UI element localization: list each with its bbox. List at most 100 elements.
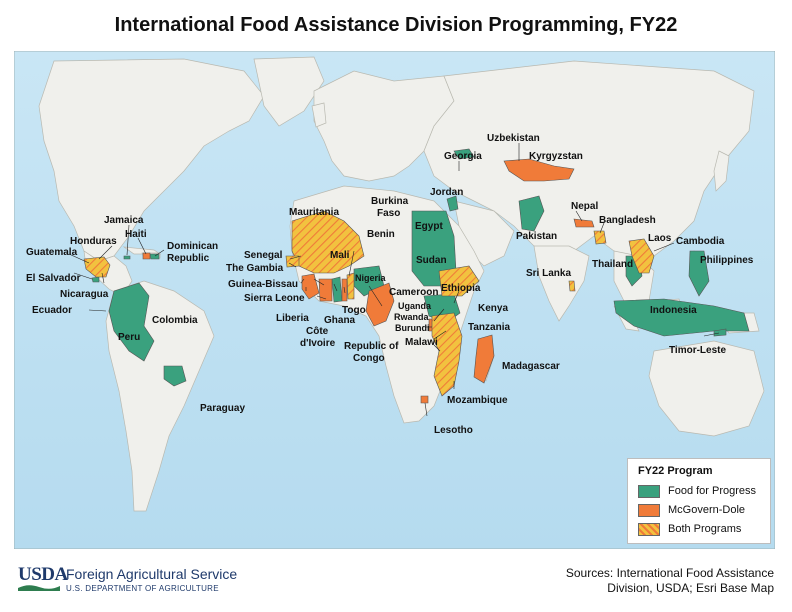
country-jordan xyxy=(446,195,459,212)
label-mali: Mali xyxy=(330,250,350,261)
label-uzbekistan: Uzbekistan xyxy=(487,133,540,144)
label-sierra-leone: Sierra Leone xyxy=(244,293,305,304)
label-el-salvador: El Salvador xyxy=(26,273,81,284)
label-timor-leste: Timor-Leste xyxy=(669,345,726,356)
legend-swatch-green xyxy=(638,485,660,498)
label-uganda: Uganda xyxy=(398,301,432,311)
label-sudan: Sudan xyxy=(416,255,447,266)
label-cameroon: Cameroon xyxy=(389,287,438,298)
label-guinea-bissau: Guinea-Bissau xyxy=(228,279,298,290)
label-burkina: Burkina xyxy=(371,196,409,207)
country-honduras-guatemala-nicaragua xyxy=(83,256,111,278)
sources-line-1: Sources: International Food Assistance xyxy=(565,566,774,580)
label-jordan: Jordan xyxy=(430,187,463,198)
label-lesotho: Lesotho xyxy=(434,425,473,436)
country-benin xyxy=(346,272,355,300)
country-jamaica xyxy=(123,255,131,260)
country-pakistan xyxy=(518,195,545,232)
country-labels: Georgia Uzbekistan Kyrgyzstan Jordan Egy… xyxy=(26,133,754,436)
label-benin: Benin xyxy=(367,229,395,240)
greenland xyxy=(253,56,325,127)
legend-swatch-hatched xyxy=(638,523,660,536)
label-gambia: The Gambia xyxy=(226,263,284,274)
label-dominican: Dominican xyxy=(167,241,218,252)
label-georgia: Georgia xyxy=(444,151,482,162)
europe xyxy=(313,70,455,182)
label-rwanda: Rwanda xyxy=(394,312,430,322)
department-name: U.S. DEPARTMENT OF AGRICULTURE xyxy=(66,584,219,593)
label-senegal: Senegal xyxy=(244,250,283,261)
legend-swatch-orange xyxy=(638,504,660,517)
label-philippines: Philippines xyxy=(700,255,754,266)
map-legend: FY22 Program Food for Progress McGovern-… xyxy=(627,458,771,544)
label-burundi: Burundi xyxy=(395,323,430,333)
label-madagascar: Madagascar xyxy=(502,361,560,372)
world-map: Georgia Uzbekistan Kyrgyzstan Jordan Egy… xyxy=(14,51,775,549)
legend-label: McGovern-Dole xyxy=(668,504,746,516)
country-ethiopia xyxy=(438,265,480,297)
label-haiti: Haiti xyxy=(125,229,147,240)
label-laos: Laos xyxy=(648,233,672,244)
legend-title: FY22 Program xyxy=(638,465,713,477)
label-congo: Congo xyxy=(353,353,385,364)
country-timor-leste xyxy=(713,328,727,337)
label-rep-of: Republic of xyxy=(344,341,399,352)
label-sri-lanka: Sri Lanka xyxy=(526,268,571,279)
label-indonesia: Indonesia xyxy=(650,305,697,316)
label-togo: Togo xyxy=(342,305,366,316)
country-ghana xyxy=(331,276,343,303)
footer xyxy=(0,553,792,612)
label-republic: Republic xyxy=(167,253,210,264)
country-cote-divoire xyxy=(318,278,333,302)
country-nepal xyxy=(573,218,595,228)
map-title: International Food Assistance Division P… xyxy=(114,14,678,36)
australia xyxy=(648,340,765,437)
label-paraguay: Paraguay xyxy=(200,403,245,414)
country-madagascar xyxy=(473,334,495,384)
label-thailand: Thailand xyxy=(592,259,633,270)
country-guinea-bissau-sierra-leone-liberia xyxy=(301,273,320,300)
japan xyxy=(713,150,730,192)
country-sri-lanka xyxy=(568,280,576,292)
label-nicaragua: Nicaragua xyxy=(60,289,109,300)
label-bangladesh: Bangladesh xyxy=(599,215,656,226)
sources-line-2: Division, USDA; Esri Base Map xyxy=(607,581,774,595)
country-indonesia xyxy=(613,298,750,337)
country-haiti xyxy=(142,252,151,260)
sources-note: Sources: International Food Assistance D… xyxy=(474,566,774,596)
program-countries xyxy=(83,148,750,404)
country-dominican-republic xyxy=(149,253,160,260)
label-mauritania: Mauritania xyxy=(289,207,339,218)
label-guatemala: Guatemala xyxy=(26,247,78,258)
label-liberia: Liberia xyxy=(276,313,309,324)
label-pakistan: Pakistan xyxy=(516,231,557,242)
country-tanzania-malawi-mozambique xyxy=(431,312,463,397)
label-mozambique: Mozambique xyxy=(447,395,508,406)
label-kyrgyzstan: Kyrgyzstan xyxy=(529,151,583,162)
country-laos-cambodia xyxy=(628,238,655,274)
asia xyxy=(423,60,755,262)
label-nigeria: Nigeria xyxy=(355,273,387,283)
label-egypt: Egypt xyxy=(415,221,443,232)
label-jamaica: Jamaica xyxy=(104,215,144,226)
label-tanzania: Tanzania xyxy=(468,322,510,333)
leader-lines xyxy=(68,143,720,417)
agency-name: Foreign Agricultural Service xyxy=(66,566,238,582)
country-colombia-peru-ecuador xyxy=(108,282,155,362)
country-philippines xyxy=(688,250,710,297)
country-paraguay xyxy=(163,365,187,387)
label-kenya: Kenya xyxy=(478,303,508,314)
country-cameroon-congo xyxy=(365,282,395,327)
label-ethiopia: Ethiopia xyxy=(441,283,481,294)
label-ecuador: Ecuador xyxy=(32,305,72,316)
label-nepal: Nepal xyxy=(571,201,598,212)
legend-label: Both Programs xyxy=(668,523,742,535)
country-georgia xyxy=(453,148,475,160)
north-america xyxy=(38,58,265,262)
label-divoire: d'Ivoire xyxy=(300,338,336,349)
label-cambodia: Cambodia xyxy=(676,236,725,247)
uk xyxy=(311,102,327,128)
label-malawi: Malawi xyxy=(405,337,438,348)
label-faso: Faso xyxy=(377,208,400,219)
country-el-salvador xyxy=(91,276,100,283)
